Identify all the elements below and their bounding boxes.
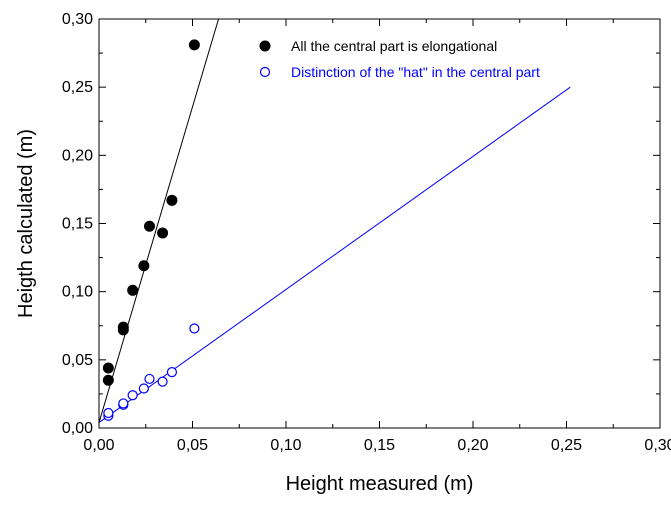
legend-marker-series-1 bbox=[259, 40, 271, 52]
data-point-series-1 bbox=[188, 39, 200, 51]
data-point-series-1 bbox=[166, 194, 178, 206]
fit-line-series-1 bbox=[99, 19, 220, 423]
data-points bbox=[102, 39, 200, 421]
legend-marker-series-2 bbox=[259, 66, 271, 78]
data-point-series-1 bbox=[102, 374, 114, 386]
y-axis-title: Heigth calculated (m) bbox=[15, 129, 37, 318]
fit-lines bbox=[99, 19, 571, 423]
x-tick-label: 0,15 bbox=[364, 437, 395, 454]
legend-label-series-2: Distinction of the "hat" in the central … bbox=[291, 64, 540, 80]
y-tick-label: 0,30 bbox=[62, 11, 93, 28]
data-point-series-1 bbox=[117, 321, 129, 333]
y-tick-label: 0,15 bbox=[62, 216, 93, 233]
data-point-series-1 bbox=[157, 227, 169, 239]
data-point-series-1 bbox=[138, 260, 150, 272]
data-point-series-2 bbox=[189, 323, 200, 334]
data-point-series-1 bbox=[143, 220, 155, 232]
data-point-series-2 bbox=[138, 383, 149, 394]
x-tick-label: 0,10 bbox=[270, 437, 301, 454]
x-tick-label: 0,25 bbox=[551, 437, 582, 454]
data-point-series-2 bbox=[157, 376, 168, 387]
axis-ticks: 0,00 0,05 0,10 0,15 0,20 0,25 0,30 0,00 0,05 0,10… bbox=[62, 11, 671, 454]
data-point-series-2 bbox=[166, 367, 178, 378]
x-tick-label: 0,00 bbox=[83, 437, 114, 454]
data-point-series-1 bbox=[127, 284, 139, 296]
legend-label-series-1: All the central part is elongational bbox=[291, 38, 497, 54]
x-axis-title: Height measured (m) bbox=[286, 473, 474, 495]
y-tick-label: 0,25 bbox=[62, 79, 93, 96]
data-point-series-2 bbox=[127, 390, 138, 401]
x-tick-label: 0,30 bbox=[644, 437, 671, 454]
y-tick-label: 0,00 bbox=[62, 420, 93, 437]
y-tick-label: 0,20 bbox=[62, 147, 93, 164]
data-point-series-2 bbox=[144, 373, 155, 385]
data-point-series-2 bbox=[118, 398, 129, 409]
y-tick-label: 0,05 bbox=[62, 352, 93, 369]
data-point-series-1 bbox=[102, 362, 114, 374]
legend: All the central part is elongational Dist… bbox=[259, 38, 540, 80]
x-tick-label: 0,20 bbox=[457, 437, 488, 454]
y-tick-label: 0,10 bbox=[62, 284, 93, 301]
data-point-series-2 bbox=[103, 407, 114, 419]
fit-line-series-2 bbox=[99, 86, 571, 423]
x-tick-label: 0,05 bbox=[177, 437, 208, 454]
